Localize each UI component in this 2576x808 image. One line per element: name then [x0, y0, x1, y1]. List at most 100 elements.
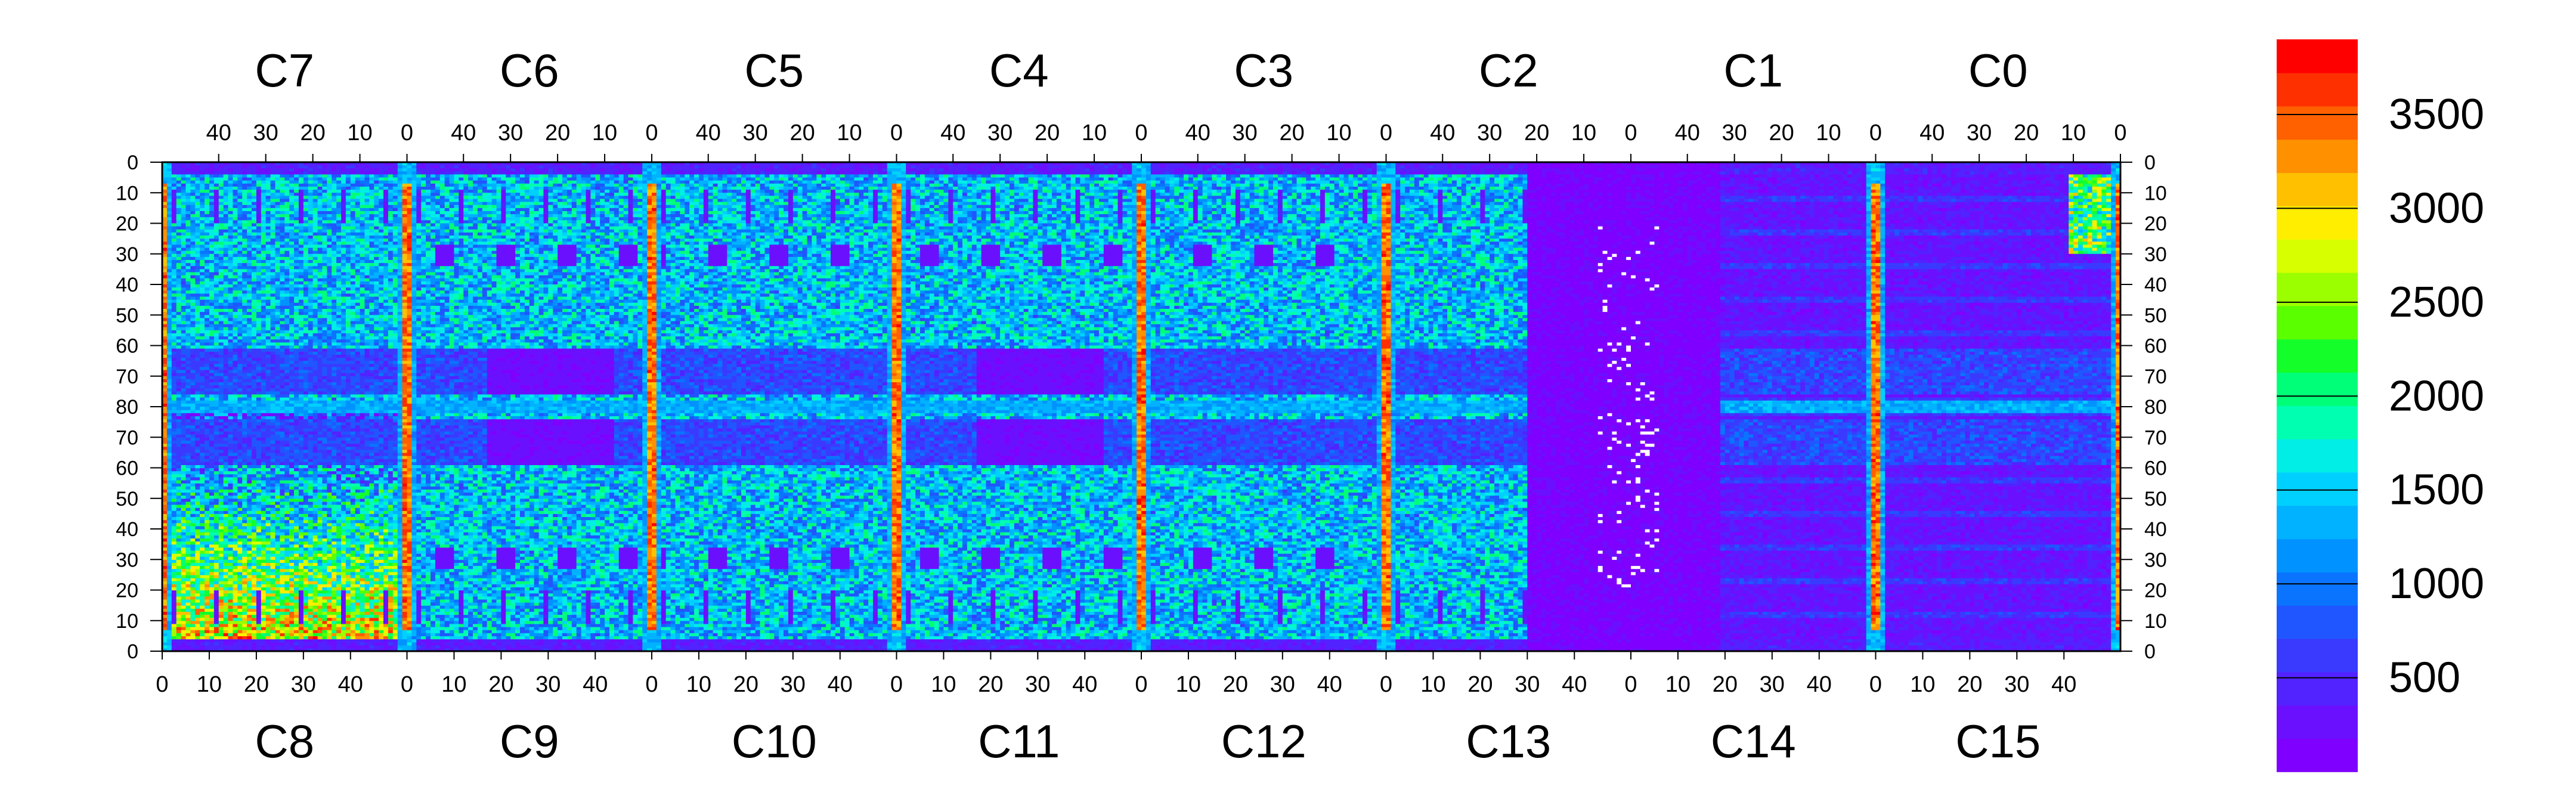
heatmap-cell [304, 208, 308, 212]
heatmap-cell [299, 269, 304, 273]
heatmap-cell [351, 193, 355, 196]
heatmap-cell [383, 214, 388, 218]
heatmap-cell [252, 269, 256, 273]
heatmap-cell [341, 217, 346, 221]
heatmap-cell [318, 266, 323, 270]
heatmap-cell [209, 278, 214, 282]
heatmap-cell [360, 178, 365, 181]
heatmap-cell [224, 284, 228, 288]
heatmap-cell [200, 254, 205, 258]
heatmap-cell [280, 202, 284, 206]
heatmap-cell [289, 227, 294, 230]
heatmap-cell [360, 190, 365, 193]
heatmap-cell [224, 190, 228, 193]
heatmap-cell [351, 205, 355, 209]
heatmap-cell [313, 220, 318, 224]
heatmap-cell [172, 254, 177, 258]
heatmap-cell [247, 199, 252, 203]
heatmap-cell [233, 199, 237, 203]
heatmap-cell [266, 244, 271, 248]
heatmap-cell [313, 208, 318, 212]
heatmap-cell [355, 168, 360, 172]
heatmap-cell [322, 284, 327, 288]
heatmap-cell [284, 257, 289, 261]
heatmap-cell [167, 165, 172, 169]
heatmap-cell [364, 233, 369, 236]
heatmap-cell [261, 187, 266, 190]
heatmap-cell [336, 284, 341, 288]
heatmap-cell [355, 244, 360, 248]
heatmap-cell [322, 187, 327, 190]
heatmap-cell [393, 224, 398, 227]
heatmap-cell [280, 178, 284, 181]
heatmap-cell [318, 168, 323, 172]
heatmap-cell [181, 187, 186, 190]
heatmap-cell [224, 208, 228, 212]
heatmap-cell [185, 199, 190, 203]
heatmap-cell [167, 273, 172, 276]
heatmap-cell [284, 193, 289, 196]
heatmap-cell [313, 196, 318, 199]
heatmap-cell [402, 236, 407, 239]
heatmap-cell [233, 175, 237, 178]
heatmap-cell [167, 233, 172, 236]
heatmap-cell [364, 269, 369, 273]
heatmap-cell [369, 275, 374, 279]
heatmap-cell [351, 233, 355, 236]
heatmap-cell [177, 168, 181, 172]
heatmap-cell [322, 254, 327, 258]
heatmap-cell [172, 224, 177, 227]
heatmap-cell [289, 205, 294, 209]
heatmap-cell [332, 239, 336, 242]
heatmap-cell [185, 220, 190, 224]
heatmap-cell [228, 281, 233, 285]
heatmap-cell [346, 171, 351, 175]
heatmap-cell [318, 244, 323, 248]
heatmap-cell [341, 239, 346, 242]
heatmap-cell [190, 171, 195, 175]
heatmap-cell [261, 233, 266, 236]
heatmap-cell [299, 168, 304, 172]
heatmap-cell [327, 260, 332, 264]
heatmap-cell [275, 248, 280, 252]
heatmap-cell [219, 208, 224, 212]
heatmap-cell [341, 184, 346, 187]
heatmap-cell [233, 254, 237, 258]
heatmap-cell [219, 202, 224, 206]
heatmap-cell [185, 233, 190, 236]
heatmap-cell [351, 260, 355, 264]
heatmap-cell [190, 175, 195, 178]
heatmap-cell [261, 175, 266, 178]
heatmap-cell [388, 187, 393, 190]
heatmap-cell [228, 220, 233, 224]
heatmap-cell [242, 208, 247, 212]
heatmap-cell [261, 202, 266, 206]
heatmap-cell [181, 273, 186, 276]
heatmap-cell [233, 181, 237, 184]
heatmap-cell [398, 236, 402, 239]
heatmap-cell [355, 211, 360, 215]
heatmap-cell [379, 251, 383, 255]
heatmap-cell [271, 263, 275, 267]
heatmap-cell [308, 171, 313, 175]
heatmap-cell [388, 242, 393, 245]
heatmap-cell [190, 181, 195, 184]
heatmap-cell [294, 184, 299, 187]
heatmap-cell [294, 254, 299, 258]
heatmap-cell [233, 202, 237, 206]
heatmap-cell [266, 284, 271, 288]
heatmap-cell [388, 175, 393, 178]
heatmap-cell [327, 202, 332, 206]
heatmap-cell [228, 193, 233, 196]
heatmap-cell [294, 273, 299, 276]
heatmap-cell [398, 242, 402, 245]
heatmap-cell [308, 211, 313, 215]
heatmap-cell [327, 236, 332, 239]
heatmap-cell [313, 175, 318, 178]
heatmap-cell [374, 224, 379, 227]
heatmap-cell [304, 184, 308, 187]
heatmap-cell [355, 236, 360, 239]
heatmap-cell [294, 269, 299, 273]
heatmap-cell [308, 193, 313, 196]
heatmap-cell [360, 214, 365, 218]
